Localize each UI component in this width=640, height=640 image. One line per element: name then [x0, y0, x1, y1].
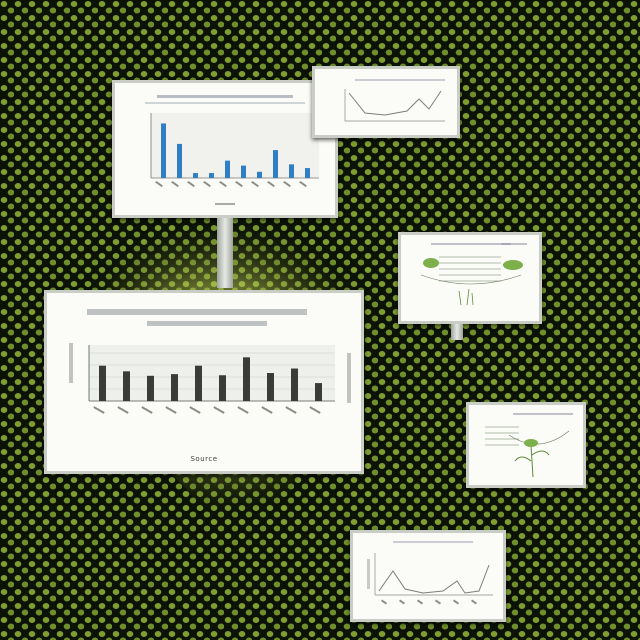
main-bar-chart: [69, 309, 351, 414]
top-chart-bar: [257, 171, 262, 178]
main-chart-bar: [291, 368, 298, 401]
top-chart-bar: [161, 123, 166, 178]
plant-left: [423, 258, 439, 268]
top-board-pole: [217, 218, 233, 288]
top-chart-bar: [225, 160, 230, 178]
main-chart-bar: [219, 375, 226, 401]
main-chart-bar: [243, 357, 250, 401]
small-line-chart: [344, 79, 445, 122]
bottom-line-chart-board: [350, 530, 506, 622]
top-chart-bar: [209, 173, 214, 178]
main-bar-chart-board: Source: [44, 290, 364, 474]
sketch-board-lower: [466, 402, 586, 488]
sketch-illustration-lower: [485, 413, 573, 478]
plant-leaf: [524, 439, 538, 447]
bottom-line-series: [378, 564, 490, 594]
small-line-chart-board: [312, 66, 460, 138]
main-chart-bar: [315, 383, 322, 401]
top-chart-bar: [177, 143, 182, 178]
top-bar-chart: [145, 95, 319, 205]
main-chart-bar: [195, 365, 202, 401]
top-chart-bar: [241, 165, 246, 178]
main-chart-bar: [267, 373, 274, 401]
plant-right: [503, 260, 523, 270]
top-chart-bar: [193, 173, 198, 178]
top-chart-bar: [289, 164, 294, 178]
sketch-illustration-upper: [420, 243, 527, 306]
top-bar-chart-board: [112, 80, 338, 218]
main-chart-bar: [99, 365, 106, 401]
main-chart-bar: [171, 374, 178, 401]
main-chart-bar: [123, 371, 130, 401]
top-chart-bar: [273, 150, 278, 178]
small-line-series: [348, 90, 442, 116]
bottom-line-chart: [367, 541, 493, 605]
sketch-board-upper: [398, 232, 542, 324]
main-chart-bar: [147, 375, 154, 401]
main-chart-footer: Source: [190, 455, 218, 463]
top-chart-bar: [305, 168, 310, 178]
sketch-board-pole: [451, 324, 463, 340]
